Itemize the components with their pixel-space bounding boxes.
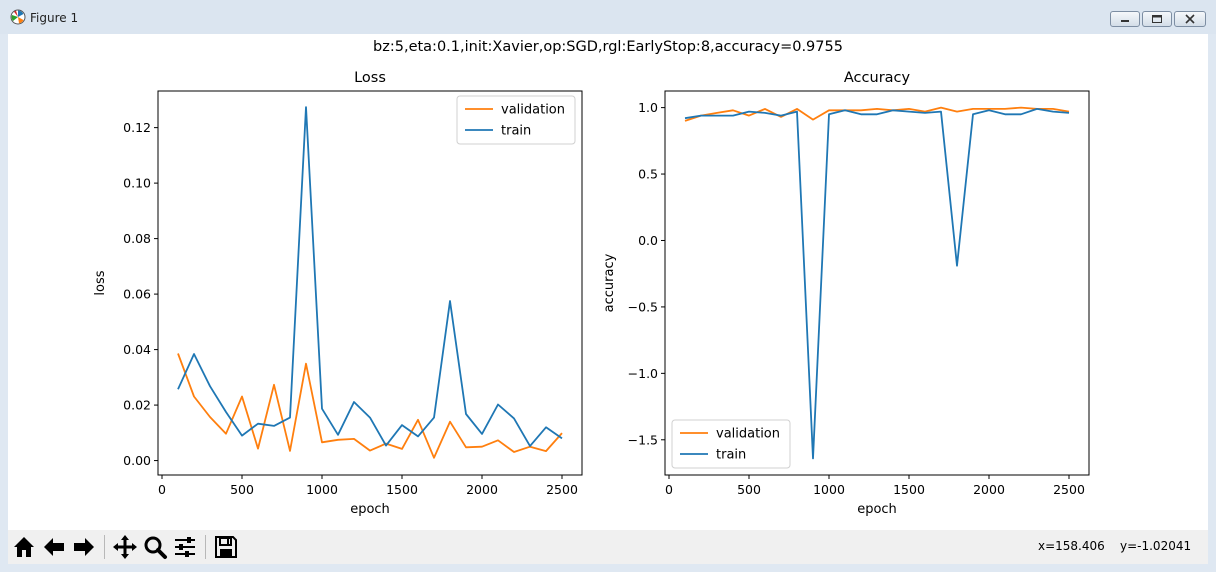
maximize-button[interactable]: [1142, 11, 1172, 27]
accuracy-series-validation: [684, 106, 1070, 122]
restore-icon: [1152, 15, 1162, 23]
accuracy-xtick-label: 2500: [1053, 482, 1085, 497]
figure-svg: bz:5,eta:0.1,init:Xavier,op:SGD,rgl:Earl…: [93, 39, 1090, 517]
accuracy-ytick-label: −0.5: [628, 299, 658, 314]
close-icon: [1185, 14, 1195, 24]
navigation-toolbar: x=158.406 y=-1.02041: [8, 530, 1208, 564]
loss-xtick-label: 1000: [306, 482, 338, 497]
title-bar: Figure 1: [0, 0, 1216, 34]
accuracy-xtick-label: 1000: [813, 482, 845, 497]
close-button[interactable]: [1174, 11, 1206, 27]
zoom-button[interactable]: [141, 533, 169, 561]
accuracy-legend: validation train: [671, 419, 791, 469]
accuracy-xtick-label: 2000: [973, 482, 1005, 497]
forward-icon: [74, 538, 94, 556]
accuracy-legend-box: [671, 419, 791, 469]
loss-ytick-label: 0.02: [123, 398, 151, 413]
loss-axes: Loss 0 500 1000 1500 2000 2500 0.00 0.02 0.04 0.06…: [93, 70, 583, 517]
figure-canvas[interactable]: bz:5,eta:0.1,init:Xavier,op:SGD,rgl:Earl…: [8, 34, 1208, 530]
accuracy-ytick-label: −1.5: [628, 432, 658, 447]
pan-icon: [113, 535, 137, 559]
forward-button[interactable]: [70, 533, 98, 561]
loss-ytick-label: 0.06: [123, 287, 151, 302]
accuracy-axes: Accuracy 0 500 1000 1500 2000 2500 1.0 0.5 0.0 −0.…: [602, 70, 1090, 517]
back-icon: [44, 538, 64, 556]
accuracy-ylabel: accuracy: [602, 253, 617, 312]
accuracy-xlabel: epoch: [857, 502, 897, 517]
accuracy-ytick-label: 0.0: [638, 233, 658, 248]
window-title: Figure 1: [30, 11, 79, 25]
figure-title: bz:5,eta:0.1,init:Xavier,op:SGD,rgl:Earl…: [373, 39, 843, 55]
loss-axes-frame: [157, 90, 583, 476]
accuracy-series-group: [684, 106, 1070, 460]
accuracy-legend-label-train: train: [716, 448, 746, 463]
loss-xtick-label: 1500: [386, 482, 418, 497]
matplotlib-logo-icon: [10, 9, 26, 25]
configure-icon: [175, 537, 195, 557]
home-button[interactable]: [10, 533, 38, 561]
cursor-y-readout: y=-1.02041: [1120, 539, 1192, 553]
accuracy-series-train: [684, 108, 1070, 460]
loss-series-validation: [177, 353, 563, 459]
save-icon: [215, 536, 237, 558]
accuracy-legend-label-validation: validation: [716, 427, 780, 442]
save-button[interactable]: [212, 533, 240, 561]
pan-button[interactable]: [111, 533, 139, 561]
configure-button[interactable]: [171, 533, 199, 561]
accuracy-xtick-label: 1500: [893, 482, 925, 497]
toolbar-separator: [205, 535, 206, 559]
loss-legend: validation train: [456, 95, 576, 145]
loss-ytick-label: 0.04: [123, 342, 151, 357]
loss-series-train: [177, 106, 563, 448]
accuracy-ytick-label: 0.5: [638, 167, 658, 182]
loss-chart-title: Loss: [354, 70, 386, 86]
loss-ytick-label: 0.08: [123, 231, 151, 246]
loss-xlabel: epoch: [350, 502, 390, 517]
zoom-icon: [144, 536, 167, 559]
accuracy-axes-frame: [664, 90, 1090, 476]
loss-ytick-label: 0.00: [123, 453, 151, 468]
minimize-button[interactable]: [1110, 11, 1140, 27]
loss-xtick-label: 500: [230, 482, 254, 497]
window-bottom-border: [0, 564, 1216, 572]
loss-legend-box: [456, 95, 576, 145]
accuracy-xtick-label: 0: [665, 482, 673, 497]
loss-xtick-label: 2000: [466, 482, 498, 497]
loss-xtick-label: 2500: [546, 482, 578, 497]
loss-xtick-label: 0: [158, 482, 166, 497]
accuracy-chart-title: Accuracy: [844, 70, 911, 86]
back-button[interactable]: [40, 533, 68, 561]
toolbar-separator: [104, 535, 105, 559]
minimize-icon: [1121, 20, 1129, 22]
loss-ytick-label: 0.12: [123, 120, 151, 135]
accuracy-ytick-label: −1.0: [628, 366, 658, 381]
loss-ytick-label: 0.10: [123, 176, 151, 191]
loss-legend-label-train: train: [501, 124, 531, 139]
accuracy-xtick-label: 500: [737, 482, 761, 497]
loss-series-group: [177, 106, 563, 459]
home-icon: [14, 537, 34, 557]
accuracy-ytick-label: 1.0: [638, 100, 658, 115]
loss-ylabel: loss: [93, 270, 108, 295]
cursor-x-readout: x=158.406: [1038, 539, 1105, 553]
loss-legend-label-validation: validation: [501, 103, 565, 118]
